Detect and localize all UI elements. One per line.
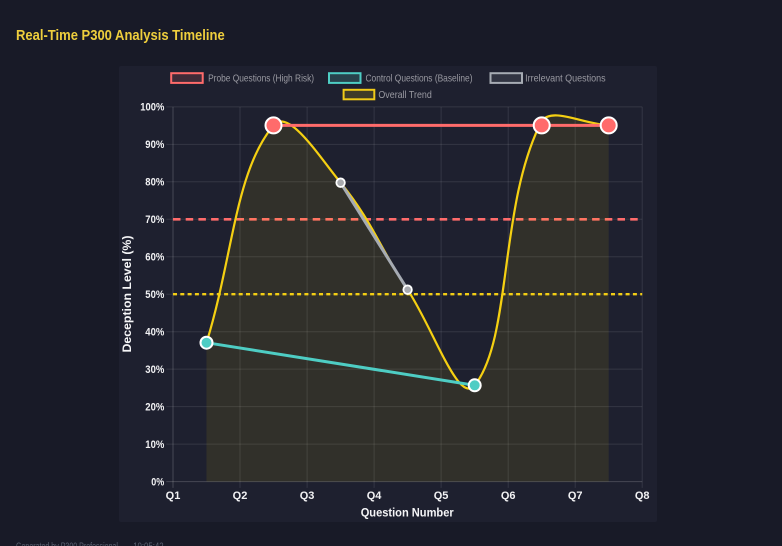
svg-text:Q4: Q4 (367, 490, 383, 502)
svg-text:10:05:42: 10:05:42 (133, 542, 164, 546)
svg-text:80%: 80% (145, 177, 164, 189)
svg-text:100%: 100% (140, 102, 164, 114)
svg-text:20%: 20% (145, 401, 164, 413)
svg-text:Deception Level (%): Deception Level (%) (120, 235, 134, 352)
svg-text:Q3: Q3 (300, 490, 315, 502)
svg-text:Irrelevant Questions: Irrelevant Questions (525, 73, 606, 85)
svg-text:Q7: Q7 (568, 490, 583, 502)
svg-text:10%: 10% (145, 439, 164, 451)
svg-text:30%: 30% (145, 364, 164, 376)
svg-text:Control Questions (Baseline): Control Questions (Baseline) (366, 73, 473, 85)
svg-text:50%: 50% (145, 289, 164, 301)
svg-text:Q8: Q8 (635, 490, 650, 502)
svg-text:Q6: Q6 (501, 490, 516, 502)
svg-text:Overall Trend: Overall Trend (378, 89, 432, 101)
svg-text:40%: 40% (145, 327, 164, 339)
svg-text:Generated by P300 Professional: Generated by P300 Professional (16, 542, 118, 546)
svg-text:Q2: Q2 (233, 490, 248, 502)
svg-text:70%: 70% (145, 214, 164, 226)
svg-text:90%: 90% (145, 139, 164, 151)
svg-text:Question Number: Question Number (361, 506, 454, 520)
svg-text:Probe Questions (High Risk): Probe Questions (High Risk) (208, 73, 314, 85)
svg-text:Real-Time P300 Analysis Timeli: Real-Time P300 Analysis Timeline (16, 27, 225, 44)
svg-text:60%: 60% (145, 252, 164, 264)
svg-text:0%: 0% (151, 476, 164, 488)
svg-text:Q5: Q5 (434, 490, 449, 502)
svg-text:Q1: Q1 (166, 490, 181, 502)
